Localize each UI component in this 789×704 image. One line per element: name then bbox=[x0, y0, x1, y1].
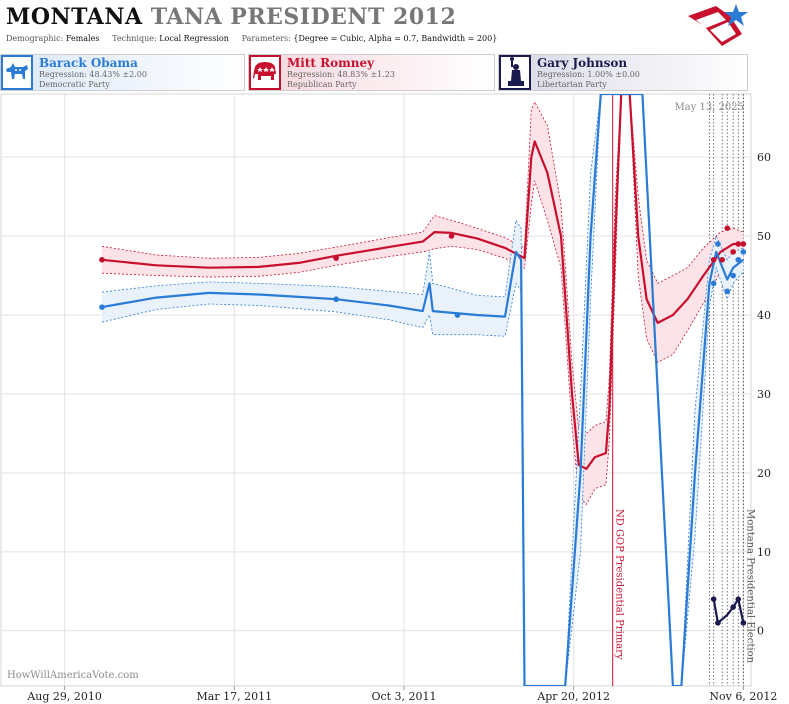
data-point bbox=[730, 272, 736, 279]
data-point bbox=[735, 241, 742, 247]
parameters-label: Parameters: bbox=[241, 34, 291, 43]
data-point bbox=[740, 241, 747, 247]
candidate-romney: Mitt Romney Regression: 48.83% ±1.23 Rep… bbox=[248, 54, 495, 91]
candidate-party: Libertarian Party bbox=[537, 80, 607, 89]
data-point bbox=[730, 604, 736, 610]
series-lines bbox=[101, 94, 745, 686]
data-point bbox=[99, 304, 105, 310]
data-point bbox=[740, 249, 747, 255]
title-rest: TANA PRESIDENT 2012 bbox=[150, 4, 457, 30]
data-point bbox=[333, 296, 339, 303]
candidate-name: Gary Johnson bbox=[537, 56, 628, 70]
data-point bbox=[710, 256, 717, 263]
event-lines: ND GOP Presidential Primary Montana Presi… bbox=[612, 94, 755, 686]
watermark: HowWillAmericaVote.com bbox=[7, 670, 139, 681]
y-tick-label: 30 bbox=[757, 388, 771, 401]
y-tick-label: 60 bbox=[757, 151, 771, 164]
technique-value: Local Regression bbox=[159, 34, 229, 43]
data-point bbox=[715, 620, 721, 626]
title-state: MONTANA bbox=[6, 4, 143, 30]
data-point bbox=[730, 249, 736, 255]
x-tick-label: Oct 3, 2011 bbox=[371, 690, 436, 703]
demographic-label: Demographic: bbox=[6, 34, 64, 43]
y-tick-label: 50 bbox=[757, 230, 771, 243]
candidate-obama: Barack Obama Regression: 48.43% ±2.00 De… bbox=[0, 54, 245, 91]
data-point bbox=[715, 241, 721, 247]
candidate-party: Republican Party bbox=[287, 80, 357, 89]
data-point bbox=[719, 256, 725, 263]
donkey-icon bbox=[1, 55, 33, 90]
series-line bbox=[101, 94, 744, 470]
data-point bbox=[724, 225, 731, 231]
parameters-line: Demographic: Females Technique: Local Re… bbox=[6, 34, 497, 43]
candidate-regression: Regression: 1.00% ±0.00 bbox=[537, 70, 640, 79]
date-stamp: May 13, 2025 bbox=[674, 102, 744, 113]
data-point bbox=[735, 256, 742, 263]
elephant-icon bbox=[249, 55, 281, 90]
y-tick-label: 0 bbox=[757, 625, 764, 638]
data-point bbox=[710, 280, 717, 287]
axis-ticks: 0 10 20 30 40 50 60 Aug 29, 2010 Mar 17, 2011 Oct… bbox=[26, 151, 777, 703]
data-point bbox=[99, 256, 105, 263]
data-point bbox=[333, 255, 339, 261]
statue-of-liberty-icon bbox=[499, 55, 531, 90]
series-line bbox=[712, 598, 745, 624]
candidate-regression: Regression: 48.83% ±1.23 bbox=[287, 70, 395, 79]
candidate-name: Mitt Romney bbox=[287, 56, 375, 70]
candidate-party: Democratic Party bbox=[39, 80, 110, 89]
data-point bbox=[710, 596, 717, 602]
event-label: Montana Presidential Election bbox=[744, 509, 755, 664]
data-point bbox=[724, 288, 731, 295]
candidate-regression: Regression: 48.43% ±2.00 bbox=[39, 70, 147, 79]
site-logo bbox=[686, 2, 752, 50]
plot-area bbox=[0, 93, 752, 687]
candidate-name: Barack Obama bbox=[39, 56, 138, 70]
x-tick-label: Aug 29, 2010 bbox=[26, 690, 102, 703]
event-label: ND GOP Presidential Primary bbox=[614, 509, 625, 660]
series-points bbox=[99, 225, 747, 626]
y-tick-label: 10 bbox=[757, 546, 771, 559]
data-point bbox=[448, 233, 455, 239]
data-point bbox=[454, 312, 461, 318]
y-tick-label: 40 bbox=[757, 309, 771, 322]
x-tick-label: Mar 17, 2011 bbox=[197, 690, 273, 703]
data-point bbox=[735, 596, 742, 602]
parameters-value: {Degree = Cubic, Alpha = 0.7, Bandwidth … bbox=[293, 34, 498, 43]
series-line bbox=[101, 94, 745, 686]
data-point bbox=[740, 620, 747, 626]
demographic-value: Females bbox=[65, 34, 100, 43]
x-tick-label: Apr 20, 2012 bbox=[536, 690, 610, 703]
page-title: MONTANA TANA PRESIDENT 2012 bbox=[6, 4, 456, 30]
technique-label: Technique: bbox=[112, 34, 157, 43]
y-tick-label: 20 bbox=[757, 467, 771, 480]
x-tick-label: Nov 6, 2012 bbox=[709, 690, 777, 703]
candidate-johnson: Gary Johnson Regression: 1.00% ±0.00 Lib… bbox=[498, 54, 748, 91]
